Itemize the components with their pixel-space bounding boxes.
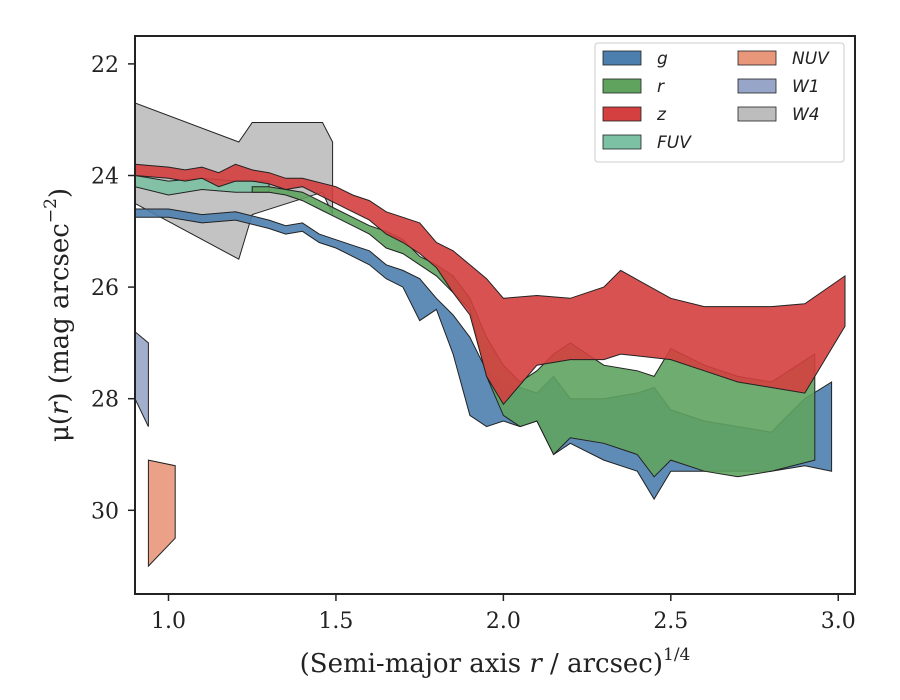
- legend-swatch-w1: [737, 78, 777, 94]
- legend-swatch-r: [602, 78, 642, 94]
- x-tick-label: 3.0: [821, 609, 856, 634]
- y-tick-label: 26: [91, 276, 119, 301]
- plot-frame: [134, 35, 856, 595]
- legend-swatch-z: [602, 106, 642, 122]
- x-tick-label: 2.0: [486, 609, 521, 634]
- legend-swatch-w4: [737, 106, 777, 122]
- axis-ticks: 1.0 1.5 2.0 2.5 3.0 22 24 26 28 30: [91, 53, 856, 634]
- legend-label-w1: W1: [792, 77, 820, 97]
- legend-label-fuv: FUV: [657, 133, 692, 153]
- band-w1: [135, 331, 149, 427]
- legend-box: [594, 42, 845, 163]
- band-nuv: [147, 459, 176, 568]
- legend-label-z: z: [656, 105, 667, 125]
- x-tick-label: 1.0: [151, 609, 186, 634]
- legend-label-w4: W4: [792, 105, 820, 125]
- x-tick-label: 1.5: [318, 609, 353, 634]
- legend-swatch-fuv: [602, 134, 642, 150]
- legend-label-g: g: [657, 49, 668, 69]
- y-axis-label: μ(r) (mag arcsec−2): [41, 188, 75, 442]
- x-axis-label: (Semi-major axis r / arcsec)1/4: [300, 645, 691, 679]
- legend-swatch-nuv: [737, 50, 777, 66]
- series-bands: [135, 102, 846, 568]
- x-tick-label: 2.5: [653, 609, 688, 634]
- legend-label-r: r: [657, 77, 665, 97]
- legend-label-nuv: NUV: [792, 49, 830, 69]
- legend: grz FUV NUV W1 W4: [594, 42, 845, 163]
- y-tick-label: 28: [91, 388, 119, 413]
- y-tick-label: 24: [91, 165, 119, 190]
- y-tick-label: 22: [91, 53, 119, 78]
- legend-swatch-g: [602, 50, 642, 66]
- band-z: [135, 163, 846, 406]
- y-tick-label: 30: [91, 499, 119, 524]
